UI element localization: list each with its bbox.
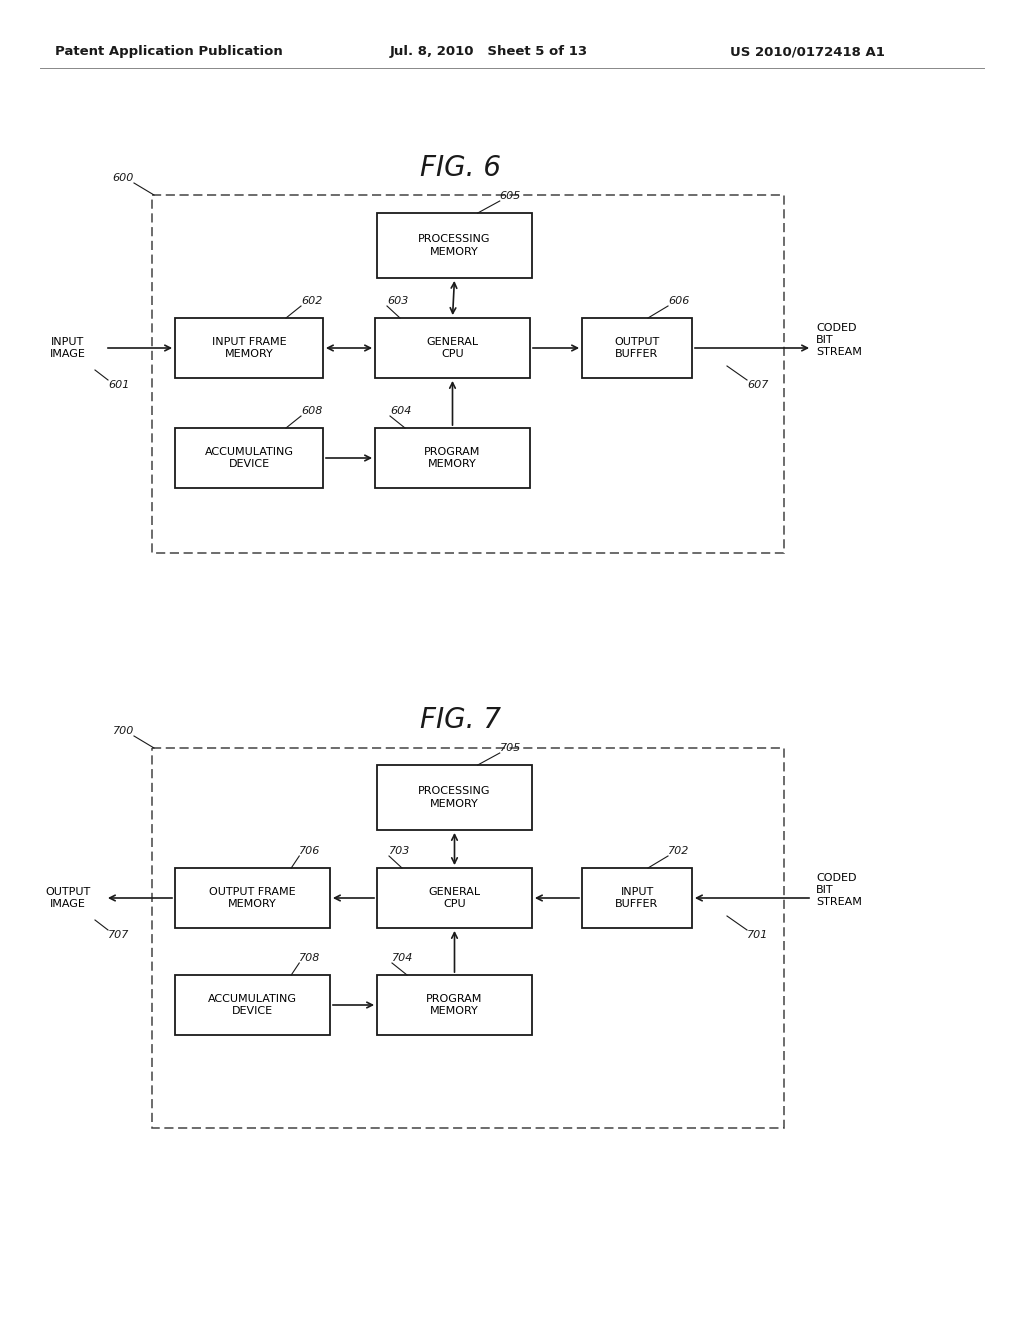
Text: 604: 604 — [390, 407, 412, 416]
Text: 601: 601 — [108, 380, 129, 389]
Text: OUTPUT
BUFFER: OUTPUT BUFFER — [614, 337, 659, 359]
Bar — [175, 869, 330, 928]
Text: OUTPUT FRAME
MEMORY: OUTPUT FRAME MEMORY — [209, 887, 296, 909]
Text: OUTPUT
IMAGE: OUTPUT IMAGE — [45, 887, 91, 908]
Text: INPUT
IMAGE: INPUT IMAGE — [50, 337, 86, 359]
Bar — [375, 318, 530, 378]
Text: Jul. 8, 2010   Sheet 5 of 13: Jul. 8, 2010 Sheet 5 of 13 — [390, 45, 588, 58]
Bar — [377, 975, 532, 1035]
Bar — [175, 975, 330, 1035]
Text: PROCESSING
MEMORY: PROCESSING MEMORY — [418, 787, 490, 809]
Text: 608: 608 — [301, 407, 323, 416]
Text: 708: 708 — [299, 953, 321, 964]
Text: INPUT FRAME
MEMORY: INPUT FRAME MEMORY — [212, 337, 287, 359]
Text: FIG. 7: FIG. 7 — [420, 706, 501, 734]
Text: 701: 701 — [746, 931, 768, 940]
Bar — [152, 748, 784, 1129]
Text: 605: 605 — [500, 191, 521, 201]
Text: 603: 603 — [387, 296, 409, 306]
Text: PROGRAM
MEMORY: PROGRAM MEMORY — [426, 994, 482, 1016]
Bar — [175, 428, 323, 488]
Text: 600: 600 — [113, 173, 134, 183]
Text: 704: 704 — [392, 953, 414, 964]
Text: 703: 703 — [389, 846, 411, 855]
Text: 700: 700 — [113, 726, 134, 737]
Text: GENERAL
CPU: GENERAL CPU — [428, 887, 480, 909]
Text: 706: 706 — [299, 846, 321, 855]
Text: US 2010/0172418 A1: US 2010/0172418 A1 — [730, 45, 885, 58]
Text: FIG. 6: FIG. 6 — [420, 154, 501, 182]
Text: PROGRAM
MEMORY: PROGRAM MEMORY — [424, 446, 480, 469]
Bar — [377, 213, 532, 279]
Text: ACCUMULATING
DEVICE: ACCUMULATING DEVICE — [205, 446, 294, 469]
Text: 606: 606 — [668, 296, 689, 306]
Text: 705: 705 — [500, 743, 521, 752]
Text: 607: 607 — [746, 380, 768, 389]
Text: 702: 702 — [668, 846, 689, 855]
Bar — [582, 318, 692, 378]
Text: CODED
BIT
STREAM: CODED BIT STREAM — [816, 323, 862, 356]
Bar — [152, 195, 784, 553]
Bar — [582, 869, 692, 928]
Text: PROCESSING
MEMORY: PROCESSING MEMORY — [418, 235, 490, 256]
Text: ACCUMULATING
DEVICE: ACCUMULATING DEVICE — [208, 994, 297, 1016]
Text: CODED
BIT
STREAM: CODED BIT STREAM — [816, 874, 862, 907]
Bar — [175, 318, 323, 378]
Text: INPUT
BUFFER: INPUT BUFFER — [615, 887, 658, 909]
Text: 707: 707 — [108, 931, 129, 940]
Text: Patent Application Publication: Patent Application Publication — [55, 45, 283, 58]
Bar — [375, 428, 530, 488]
Text: GENERAL
CPU: GENERAL CPU — [426, 337, 478, 359]
Bar — [377, 766, 532, 830]
Bar — [377, 869, 532, 928]
Text: 602: 602 — [301, 296, 323, 306]
